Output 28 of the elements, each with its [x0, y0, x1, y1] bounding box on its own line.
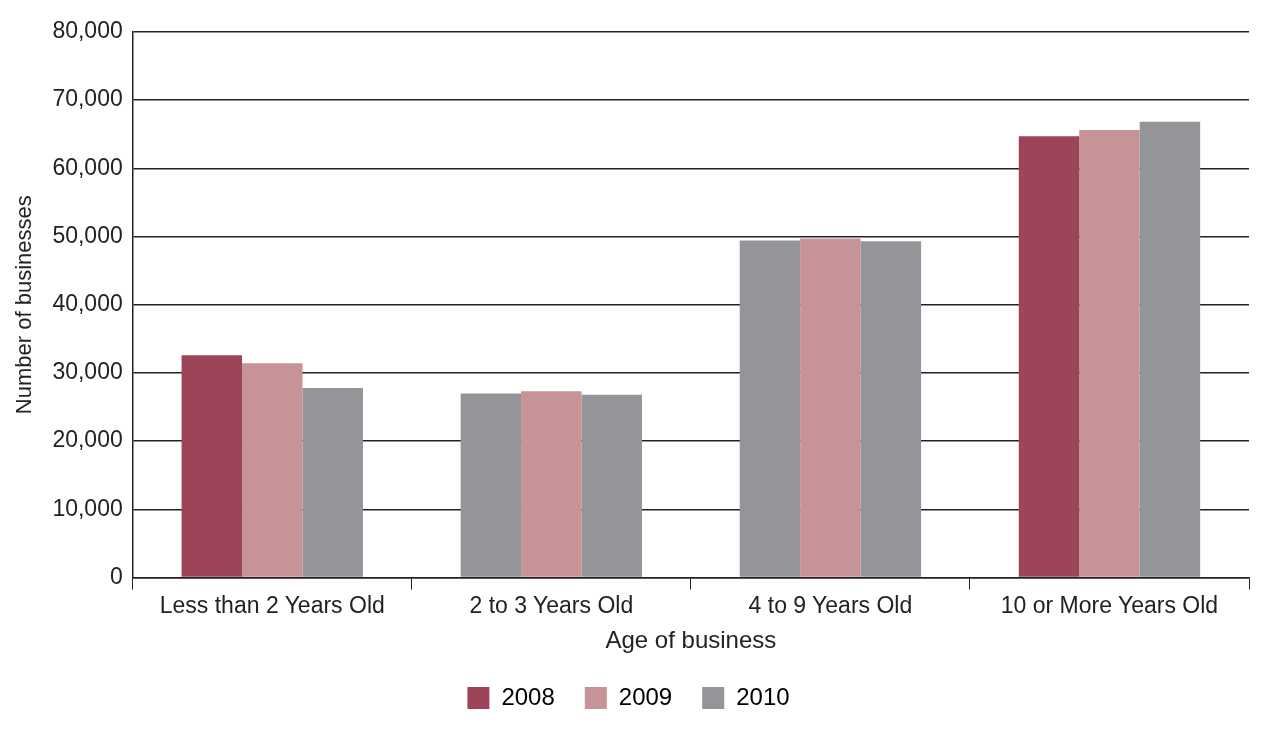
x-tick-label: 2 to 3 Years Old [469, 591, 634, 618]
x-axis-title: Age of business [605, 626, 777, 654]
bar [302, 387, 363, 577]
bar [242, 363, 303, 577]
y-tick-label: 50,000 [52, 221, 123, 248]
y-tick-label: 20,000 [52, 426, 123, 453]
y-tick-label: 10,000 [52, 494, 123, 521]
legend-label: 2008 [501, 682, 555, 710]
legend-label: 2009 [618, 682, 673, 710]
bar [521, 391, 582, 577]
bar [1018, 136, 1080, 577]
y-tick-label: 60,000 [52, 153, 123, 180]
bar [860, 241, 922, 577]
legend-label: 2010 [736, 682, 790, 710]
bar [181, 355, 243, 577]
y-axis-title: Number of businesses [11, 195, 37, 415]
y-tick-label: 80,000 [52, 17, 123, 44]
bar [581, 394, 643, 577]
y-tick-label: 70,000 [52, 85, 123, 112]
y-tick-label: 30,000 [52, 358, 123, 385]
y-tick-label: 40,000 [52, 290, 123, 317]
bar [800, 238, 861, 577]
bar [1079, 130, 1140, 577]
bar [1139, 121, 1201, 577]
y-tick-label: 0 [109, 562, 123, 589]
x-tick-label: 4 to 9 Years Old [748, 591, 913, 618]
x-tick-label: Less than 2 Years Old [159, 591, 385, 618]
x-tick-label: 10 or More Years Old [1000, 591, 1219, 618]
